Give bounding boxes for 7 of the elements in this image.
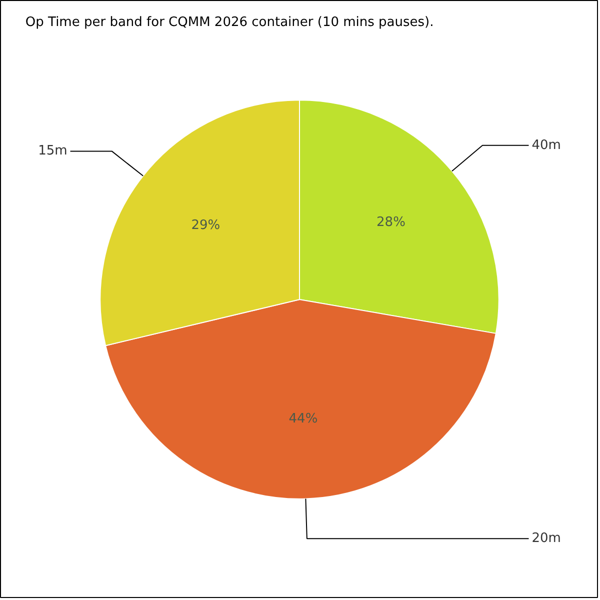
data-label: 44% (288, 412, 318, 427)
slice-label: 40m (532, 138, 561, 153)
slice-label: 15m (38, 144, 68, 159)
slice-label: 20m (532, 531, 561, 546)
data-label: 29% (191, 218, 220, 233)
chart-title: Op Time per band for CQMM 2026 container (10 mins pauses). (25, 14, 434, 30)
data-label: 28% (376, 214, 406, 230)
